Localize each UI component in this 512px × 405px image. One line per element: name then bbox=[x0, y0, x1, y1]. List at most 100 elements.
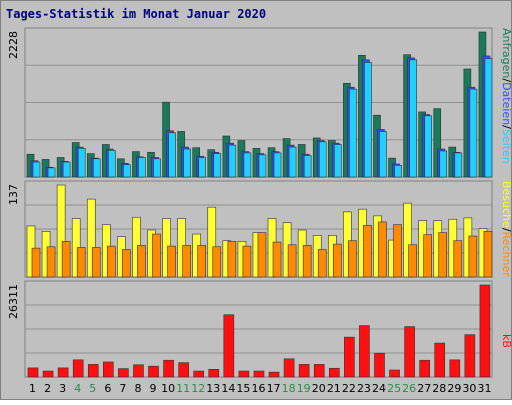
bar-kb-day-8 bbox=[133, 364, 144, 378]
legend-word-rechner: Rechner bbox=[500, 232, 512, 278]
bar-seiten-day-23 bbox=[364, 62, 372, 178]
legend-word-besuche: Besuche bbox=[500, 181, 512, 228]
x-tick-label-12: 12 bbox=[191, 382, 205, 395]
bar-kb-day-26 bbox=[404, 326, 415, 378]
x-tick-label-10: 10 bbox=[161, 382, 175, 395]
bar-rechner-day-20 bbox=[317, 249, 327, 278]
bar-seiten-day-18 bbox=[288, 146, 297, 178]
bar-rechner-day-24 bbox=[378, 221, 387, 278]
bar-rechner-day-16 bbox=[257, 232, 267, 278]
bar-kb-day-9 bbox=[148, 365, 159, 378]
bar-kb-day-18 bbox=[283, 358, 295, 378]
bar-besuche-day-5 bbox=[86, 198, 96, 278]
bar-seiten-day-5 bbox=[92, 158, 101, 178]
bar-rechner-day-30 bbox=[468, 235, 478, 278]
bar-kb-day-10 bbox=[163, 359, 174, 378]
bar-seiten-day-8 bbox=[138, 157, 146, 178]
series-rechner bbox=[31, 221, 493, 278]
x-tick-label-17: 17 bbox=[267, 382, 281, 395]
series-anfragen bbox=[26, 31, 487, 178]
bar-kb-day-19 bbox=[298, 364, 310, 378]
bar-seiten-day-17 bbox=[273, 152, 282, 178]
x-tick-label-7: 7 bbox=[119, 382, 126, 395]
bar-rechner-day-23 bbox=[363, 224, 372, 278]
x-tick-label-22: 22 bbox=[342, 382, 356, 395]
legend-word-separator-3: / bbox=[500, 125, 512, 129]
x-tick-label-1: 1 bbox=[29, 382, 36, 395]
bar-kb-day-3 bbox=[57, 367, 69, 378]
bar-kb-day-20 bbox=[313, 364, 325, 378]
bar-seiten-day-7 bbox=[123, 164, 131, 178]
bar-seiten-day-9 bbox=[153, 158, 161, 178]
panel-2-max-label: 137 bbox=[7, 184, 20, 205]
x-tick-label-18: 18 bbox=[282, 382, 296, 395]
bar-seiten-day-24 bbox=[379, 131, 387, 178]
bar-seiten-day-13 bbox=[213, 153, 222, 178]
x-tick-label-16: 16 bbox=[252, 382, 266, 395]
x-tick-label-4: 4 bbox=[74, 382, 81, 395]
x-tick-label-11: 11 bbox=[176, 382, 190, 395]
x-tick-label-14: 14 bbox=[221, 382, 235, 395]
bar-seiten-day-28 bbox=[439, 150, 448, 178]
bar-rechner-day-28 bbox=[438, 232, 448, 278]
panel-1-max-label: 2228 bbox=[7, 31, 20, 59]
bar-seiten-day-15 bbox=[243, 152, 252, 178]
bar-kb-day-11 bbox=[178, 362, 189, 378]
bar-kb-day-23 bbox=[359, 325, 370, 378]
bar-kb-day-16 bbox=[253, 370, 265, 378]
bar-seiten-day-12 bbox=[198, 157, 207, 178]
x-tick-label-2: 2 bbox=[44, 382, 51, 395]
bar-rechner-day-3 bbox=[61, 241, 71, 278]
bar-seiten-day-14 bbox=[228, 144, 237, 178]
bar-rechner-day-1 bbox=[31, 247, 41, 278]
bar-rechner-day-26 bbox=[408, 244, 417, 278]
x-tick-label-31: 31 bbox=[477, 382, 491, 395]
legend-word-kb: kB bbox=[500, 334, 512, 348]
right-legend-panel3: kB bbox=[500, 334, 512, 348]
x-tick-label-13: 13 bbox=[206, 382, 220, 395]
series-besuche bbox=[26, 184, 488, 278]
bar-rechner-day-25 bbox=[393, 224, 402, 278]
bar-rechner-day-9 bbox=[152, 233, 161, 278]
bar-seiten-day-26 bbox=[409, 59, 417, 178]
x-tick-label-30: 30 bbox=[462, 382, 476, 395]
x-tick-label-25: 25 bbox=[387, 382, 401, 395]
bar-rechner-day-13 bbox=[212, 246, 222, 278]
bar-rechner-day-21 bbox=[332, 243, 342, 278]
bar-rechner-day-31 bbox=[483, 231, 493, 278]
x-tick-label-23: 23 bbox=[357, 382, 371, 395]
bar-seiten-day-29 bbox=[454, 152, 463, 178]
bar-seiten-day-25 bbox=[394, 164, 402, 178]
panel-3: 26311 bbox=[7, 280, 493, 378]
bar-rechner-day-2 bbox=[46, 246, 56, 278]
x-tick-label-19: 19 bbox=[297, 382, 311, 395]
bar-rechner-day-8 bbox=[137, 245, 146, 278]
legend-word-anfragen: Anfragen bbox=[500, 28, 512, 78]
bar-rechner-day-11 bbox=[182, 245, 191, 278]
bar-seiten-day-3 bbox=[62, 161, 71, 178]
bar-seiten-day-22 bbox=[349, 88, 357, 178]
bar-kb-day-6 bbox=[103, 361, 114, 378]
bar-rechner-day-15 bbox=[242, 245, 252, 278]
x-tick-label-15: 15 bbox=[236, 382, 250, 395]
bar-kb-day-24 bbox=[374, 352, 385, 378]
bar-kb-day-2 bbox=[42, 370, 54, 378]
x-tick-label-27: 27 bbox=[417, 382, 431, 395]
bar-rechner-day-18 bbox=[287, 244, 297, 278]
x-tick-label-26: 26 bbox=[402, 382, 416, 395]
x-tick-label-29: 29 bbox=[447, 382, 461, 395]
series-seiten bbox=[32, 58, 493, 178]
bar-kb-day-15 bbox=[238, 370, 250, 378]
bar-anfragen-day-28 bbox=[433, 108, 442, 178]
bar-rechner-day-5 bbox=[91, 247, 101, 278]
x-tick-label-21: 21 bbox=[327, 382, 341, 395]
x-axis-labels: 1 2 3 4 5 6 7 8 9 10 11 12 13 14 15 16 17 18 19 20 21 22 23 24 2… bbox=[29, 382, 491, 395]
bar-rechner-day-6 bbox=[107, 245, 116, 278]
bar-seiten-day-2 bbox=[47, 167, 56, 178]
x-tick-label-24: 24 bbox=[372, 382, 386, 395]
series-kb bbox=[27, 284, 491, 378]
bar-kb-day-31 bbox=[479, 284, 491, 378]
legend-word-separator-1: / bbox=[500, 78, 512, 82]
bar-besuche-day-26 bbox=[403, 202, 412, 278]
